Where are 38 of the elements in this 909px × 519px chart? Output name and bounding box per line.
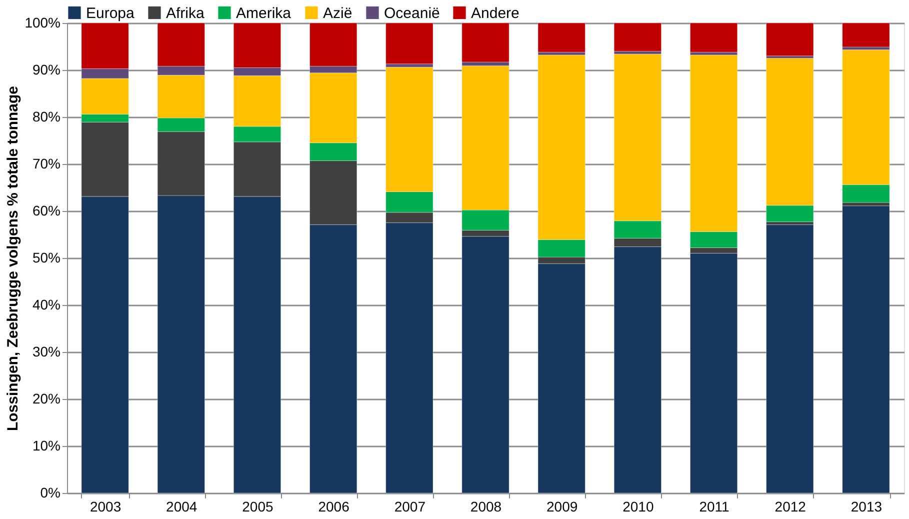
y-tick-label: 70% bbox=[32, 156, 60, 172]
x-tick-label: 2012 bbox=[774, 498, 806, 514]
y-tick-label: 40% bbox=[32, 296, 60, 312]
legend-label: Azië bbox=[323, 4, 352, 22]
y-tick-label: 0% bbox=[40, 484, 60, 500]
legend-label: Andere bbox=[471, 4, 520, 22]
legend-label: Afrika bbox=[166, 4, 205, 22]
bar bbox=[538, 22, 586, 52]
y-axis-title: Lossingen, Zeebrugge volgens % totale tonnage bbox=[4, 86, 22, 432]
y-tick-label: 60% bbox=[32, 202, 60, 218]
x-tick-label: 2004 bbox=[166, 498, 198, 514]
x-tick-label: 2006 bbox=[318, 498, 350, 514]
legend-label: Oceanië bbox=[384, 4, 440, 22]
bar bbox=[614, 22, 662, 52]
y-tick-label: 100% bbox=[24, 14, 60, 30]
x-tick-label: 2013 bbox=[850, 498, 882, 514]
x-tick-label: 2009 bbox=[546, 498, 578, 514]
y-tick-label: 20% bbox=[32, 390, 60, 406]
y-tick-label: 90% bbox=[32, 62, 60, 78]
x-tick-label: 2003 bbox=[90, 498, 122, 514]
bar bbox=[690, 22, 738, 52]
x-tick-label: 2008 bbox=[470, 498, 502, 514]
bar bbox=[766, 224, 814, 494]
bar bbox=[842, 206, 890, 494]
y-tick-label: 10% bbox=[32, 438, 60, 454]
y-tick-label: 50% bbox=[32, 250, 60, 266]
bar bbox=[766, 22, 814, 56]
x-tick-label: 2011 bbox=[699, 498, 730, 514]
x-tick-label: 2007 bbox=[394, 498, 426, 514]
bar bbox=[842, 22, 890, 48]
legend-label: Europa bbox=[86, 4, 136, 22]
bar bbox=[462, 22, 510, 62]
y-tick-label: 80% bbox=[32, 108, 60, 124]
x-tick-label: 2005 bbox=[242, 498, 274, 514]
x-tick-label: 2010 bbox=[622, 498, 654, 514]
legend-label: Amerika bbox=[236, 4, 292, 22]
y-tick-label: 30% bbox=[32, 344, 60, 360]
bar bbox=[386, 22, 434, 64]
